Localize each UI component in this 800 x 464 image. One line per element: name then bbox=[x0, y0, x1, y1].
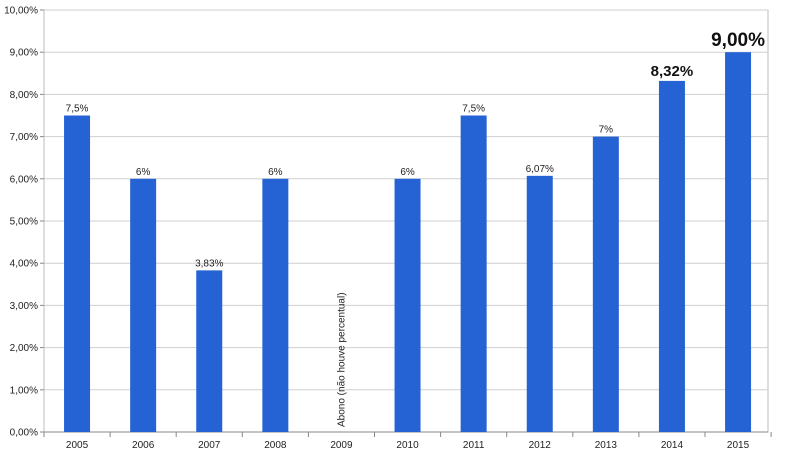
x-tick-label: 2012 bbox=[529, 440, 552, 451]
bar-layer bbox=[64, 52, 752, 432]
bar-2008 bbox=[262, 178, 289, 432]
data-label-2013: 7% bbox=[599, 125, 614, 136]
y-tick-label: 2,00% bbox=[10, 343, 38, 354]
bar-2006 bbox=[130, 178, 157, 432]
x-tick-label: 2007 bbox=[198, 440, 221, 451]
bar-2005 bbox=[64, 115, 91, 432]
data-label-2012: 6,07% bbox=[526, 164, 554, 175]
bar-2014 bbox=[658, 80, 685, 432]
y-tick-label: 9,00% bbox=[10, 48, 38, 59]
x-tick-label: 2011 bbox=[463, 440, 485, 451]
data-label-2011: 7,5% bbox=[462, 104, 485, 115]
data-label-2010: 6% bbox=[400, 167, 415, 178]
y-tick-label: 10,00% bbox=[4, 6, 38, 17]
x-tick-label: 2006 bbox=[132, 440, 155, 451]
bar-2007 bbox=[196, 270, 223, 432]
x-tick-label: 2013 bbox=[595, 440, 618, 451]
axis-layer: 0,00% 1,00% 2,00% 3,00% 4,00% 5,00% 6,00% 7,00%… bbox=[4, 6, 772, 451]
x-tick-label: 2005 bbox=[66, 440, 89, 451]
data-label-2005: 7,5% bbox=[66, 104, 89, 115]
x-tick-label: 2010 bbox=[396, 440, 419, 451]
y-tick-label: 0,00% bbox=[10, 428, 38, 439]
data-label-2007: 3,83% bbox=[195, 258, 223, 269]
x-tick-label: 2015 bbox=[727, 440, 750, 451]
bar-2012 bbox=[526, 175, 553, 432]
y-tick-label: 3,00% bbox=[10, 301, 38, 312]
label-layer: 7,5% 6% 3,83% 6% 6% 7,5% 6,07% 7% 8,32% 9,00% Abon… bbox=[66, 30, 765, 427]
y-tick-label: 8,00% bbox=[10, 90, 38, 101]
bar-2015 bbox=[725, 52, 752, 432]
y-tick-label: 6,00% bbox=[10, 174, 38, 185]
data-label-2014: 8,32% bbox=[651, 63, 694, 80]
y-tick-label: 4,00% bbox=[10, 259, 38, 270]
annotation-2009: Abono (não houve percentual) bbox=[336, 292, 347, 427]
x-tick-label: 2014 bbox=[661, 440, 684, 451]
x-tick-label: 2009 bbox=[330, 440, 353, 451]
x-tick-label: 2008 bbox=[264, 440, 287, 451]
data-label-2008: 6% bbox=[268, 167, 283, 178]
y-tick-label: 5,00% bbox=[10, 217, 38, 228]
bar-2011 bbox=[460, 115, 487, 432]
bar-2013 bbox=[592, 136, 619, 432]
y-tick-label: 1,00% bbox=[10, 385, 38, 396]
data-label-2015: 9,00% bbox=[711, 30, 765, 51]
bar-2010 bbox=[394, 178, 421, 432]
y-tick-label: 7,00% bbox=[10, 132, 38, 143]
data-label-2006: 6% bbox=[136, 167, 151, 178]
